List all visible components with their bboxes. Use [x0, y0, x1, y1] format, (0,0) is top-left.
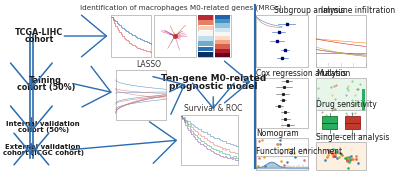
Bar: [216, 53, 230, 57]
Bar: [316, 110, 366, 135]
Text: Nomogram: Nomogram: [256, 128, 298, 137]
Text: prognostic model: prognostic model: [169, 82, 258, 90]
Bar: [111, 15, 151, 57]
Bar: [216, 15, 230, 19]
Bar: [216, 44, 230, 49]
Bar: [198, 41, 213, 46]
Bar: [316, 142, 366, 170]
Bar: [256, 15, 308, 67]
Bar: [317, 116, 365, 127]
Bar: [216, 23, 230, 28]
Bar: [216, 40, 230, 44]
Text: Subgroup analysis: Subgroup analysis: [274, 6, 345, 14]
Bar: [345, 116, 360, 129]
Bar: [198, 15, 213, 20]
Bar: [362, 89, 365, 116]
Text: |: |: [316, 62, 317, 67]
Text: Internal validation: Internal validation: [6, 121, 80, 127]
Text: Single-cell analysis: Single-cell analysis: [316, 132, 390, 142]
Bar: [216, 32, 230, 36]
Text: |: |: [328, 62, 329, 67]
Text: Drug sensitivity: Drug sensitivity: [316, 99, 377, 109]
Text: Functional enrichment: Functional enrichment: [256, 147, 342, 155]
Bar: [316, 78, 366, 128]
Bar: [154, 15, 196, 57]
Bar: [198, 52, 213, 56]
Bar: [181, 115, 238, 165]
Text: LASSO: LASSO: [136, 60, 161, 68]
Bar: [198, 46, 213, 51]
Bar: [198, 36, 213, 41]
Text: |: |: [353, 62, 354, 67]
Bar: [116, 70, 166, 120]
Bar: [322, 116, 337, 129]
Text: Survival & ROC: Survival & ROC: [184, 104, 242, 112]
Text: Identification of macrophages M0-related genes (MRGs): Identification of macrophages M0-related…: [80, 5, 282, 11]
Bar: [256, 78, 308, 128]
Bar: [198, 20, 213, 25]
Bar: [216, 19, 230, 23]
Bar: [316, 15, 366, 67]
Bar: [216, 49, 230, 53]
Text: cohort: cohort: [24, 35, 53, 44]
Text: cohort (ICGC cohort): cohort (ICGC cohort): [3, 150, 84, 156]
Text: Ten-gene M0-related: Ten-gene M0-related: [161, 73, 266, 83]
Text: Immune infiltration: Immune infiltration: [320, 6, 395, 14]
Bar: [198, 31, 213, 35]
Text: cohort (50%): cohort (50%): [18, 127, 69, 133]
Bar: [216, 28, 230, 32]
Bar: [256, 138, 308, 168]
Text: Taining: Taining: [29, 76, 62, 84]
Text: External validation: External validation: [6, 144, 81, 150]
Bar: [256, 156, 308, 170]
Text: Cox regression analysis: Cox regression analysis: [256, 68, 346, 78]
Text: Mutation: Mutation: [316, 68, 350, 78]
Bar: [215, 15, 231, 57]
Text: |: |: [365, 62, 366, 67]
Text: |: |: [340, 62, 342, 67]
Bar: [198, 25, 213, 30]
Text: TCGA-LIHC: TCGA-LIHC: [15, 28, 63, 36]
Bar: [216, 36, 230, 40]
Bar: [198, 15, 213, 57]
Text: cohort (50%): cohort (50%): [16, 83, 75, 92]
